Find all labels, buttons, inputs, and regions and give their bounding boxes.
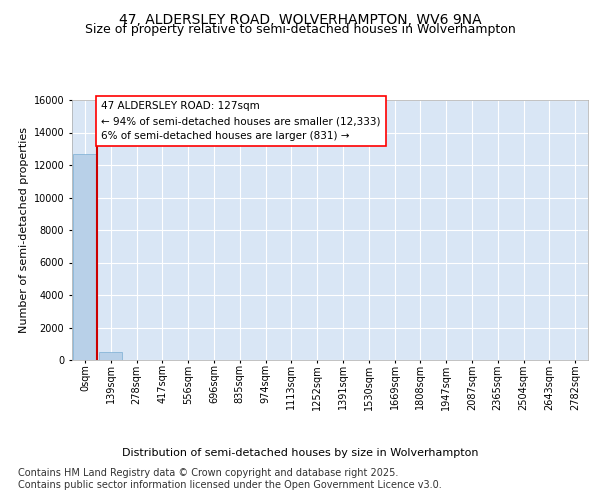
Bar xyxy=(99,352,122,360)
Y-axis label: Number of semi-detached properties: Number of semi-detached properties xyxy=(19,127,29,333)
Text: Contains public sector information licensed under the Open Government Licence v3: Contains public sector information licen… xyxy=(18,480,442,490)
Text: 47 ALDERSLEY ROAD: 127sqm
← 94% of semi-detached houses are smaller (12,333)
6% : 47 ALDERSLEY ROAD: 127sqm ← 94% of semi-… xyxy=(101,102,380,141)
Text: Size of property relative to semi-detached houses in Wolverhampton: Size of property relative to semi-detach… xyxy=(85,24,515,36)
Text: Distribution of semi-detached houses by size in Wolverhampton: Distribution of semi-detached houses by … xyxy=(122,448,478,458)
Text: 47, ALDERSLEY ROAD, WOLVERHAMPTON, WV6 9NA: 47, ALDERSLEY ROAD, WOLVERHAMPTON, WV6 9… xyxy=(119,12,481,26)
Bar xyxy=(73,154,97,360)
Text: Contains HM Land Registry data © Crown copyright and database right 2025.: Contains HM Land Registry data © Crown c… xyxy=(18,468,398,477)
